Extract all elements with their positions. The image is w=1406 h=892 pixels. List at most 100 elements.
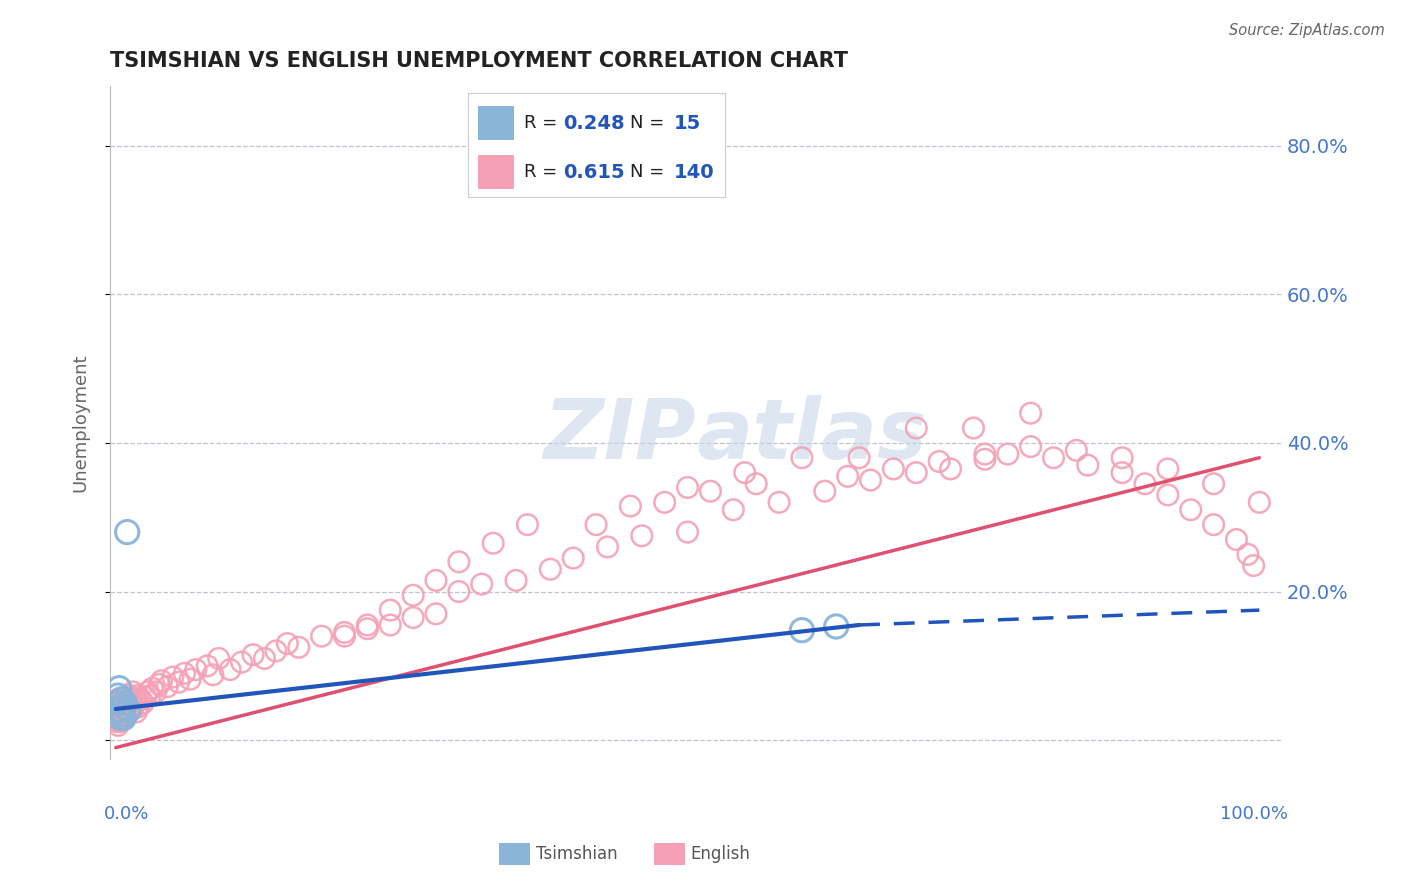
Point bbox=[107, 689, 129, 703]
Point bbox=[118, 689, 141, 703]
Point bbox=[848, 450, 870, 465]
Text: 0.0%: 0.0% bbox=[104, 805, 149, 822]
Point bbox=[122, 685, 145, 699]
Point bbox=[1237, 548, 1260, 562]
Point bbox=[110, 711, 132, 725]
Point bbox=[962, 421, 984, 435]
Point bbox=[115, 525, 138, 540]
Text: ZIP: ZIP bbox=[544, 395, 696, 476]
Point bbox=[110, 707, 132, 722]
Point bbox=[425, 574, 447, 588]
Point bbox=[141, 681, 163, 695]
Point bbox=[108, 696, 131, 710]
Point bbox=[145, 685, 167, 699]
Point bbox=[107, 707, 129, 722]
Point bbox=[105, 714, 128, 729]
Point bbox=[148, 677, 170, 691]
Point bbox=[734, 466, 756, 480]
Point bbox=[128, 699, 150, 714]
Point bbox=[167, 675, 190, 690]
Point bbox=[973, 452, 995, 467]
Point bbox=[114, 696, 136, 710]
Point bbox=[110, 703, 132, 717]
Point bbox=[859, 473, 882, 487]
Point bbox=[1225, 533, 1247, 547]
Point bbox=[208, 651, 231, 665]
Point bbox=[1019, 440, 1042, 454]
Point bbox=[112, 705, 135, 719]
Point bbox=[107, 692, 129, 706]
Point bbox=[111, 703, 134, 717]
Point bbox=[654, 495, 676, 509]
Point bbox=[219, 663, 242, 677]
Point bbox=[676, 481, 699, 495]
Point bbox=[179, 672, 201, 686]
Point bbox=[447, 555, 470, 569]
Point bbox=[447, 584, 470, 599]
Text: atlas: atlas bbox=[696, 395, 927, 476]
Point bbox=[110, 709, 132, 723]
Point bbox=[723, 503, 745, 517]
Point bbox=[287, 640, 309, 655]
Point bbox=[117, 690, 139, 704]
Point bbox=[380, 603, 402, 617]
Point bbox=[107, 703, 129, 717]
Y-axis label: Unemployment: Unemployment bbox=[72, 353, 89, 491]
Point bbox=[105, 696, 128, 710]
Point bbox=[112, 711, 135, 725]
Point bbox=[1202, 517, 1225, 532]
Point bbox=[790, 623, 813, 637]
Point bbox=[105, 705, 128, 719]
Point bbox=[482, 536, 505, 550]
Point bbox=[107, 718, 129, 732]
Point bbox=[105, 699, 128, 714]
Point bbox=[402, 610, 425, 624]
Point bbox=[118, 699, 141, 714]
Point bbox=[1243, 558, 1265, 573]
Point bbox=[745, 476, 768, 491]
Point bbox=[135, 690, 157, 704]
Point bbox=[356, 618, 378, 632]
Point bbox=[120, 692, 142, 706]
Point bbox=[264, 644, 287, 658]
Point bbox=[111, 712, 134, 726]
Point bbox=[112, 699, 135, 714]
Point bbox=[108, 702, 131, 716]
Point bbox=[585, 517, 607, 532]
Point bbox=[630, 529, 652, 543]
Point bbox=[114, 702, 136, 716]
Text: TSIMSHIAN VS ENGLISH UNEMPLOYMENT CORRELATION CHART: TSIMSHIAN VS ENGLISH UNEMPLOYMENT CORREL… bbox=[110, 51, 848, 70]
Point bbox=[231, 655, 253, 669]
Point bbox=[619, 499, 641, 513]
Point bbox=[110, 712, 132, 726]
Point bbox=[108, 711, 131, 725]
Point bbox=[1157, 462, 1180, 476]
Point bbox=[1202, 476, 1225, 491]
Point bbox=[699, 484, 721, 499]
Point bbox=[110, 699, 132, 714]
Point bbox=[115, 698, 138, 712]
Point bbox=[110, 696, 132, 710]
Point bbox=[108, 681, 131, 695]
Point bbox=[253, 651, 276, 665]
Point bbox=[276, 636, 298, 650]
Point bbox=[825, 619, 848, 633]
Point bbox=[201, 667, 224, 681]
Point bbox=[1157, 488, 1180, 502]
Point bbox=[596, 540, 619, 554]
Point bbox=[108, 705, 131, 719]
Point bbox=[124, 692, 146, 706]
Point bbox=[562, 551, 585, 566]
Text: 100.0%: 100.0% bbox=[1220, 805, 1288, 822]
Point bbox=[311, 629, 333, 643]
Point bbox=[768, 495, 790, 509]
Point bbox=[1077, 458, 1099, 473]
Point bbox=[173, 666, 195, 681]
Point bbox=[108, 714, 131, 729]
Point bbox=[110, 702, 132, 716]
Point bbox=[814, 484, 837, 499]
Point bbox=[162, 670, 184, 684]
Point bbox=[114, 711, 136, 725]
Point bbox=[129, 692, 152, 706]
Point bbox=[136, 685, 159, 699]
